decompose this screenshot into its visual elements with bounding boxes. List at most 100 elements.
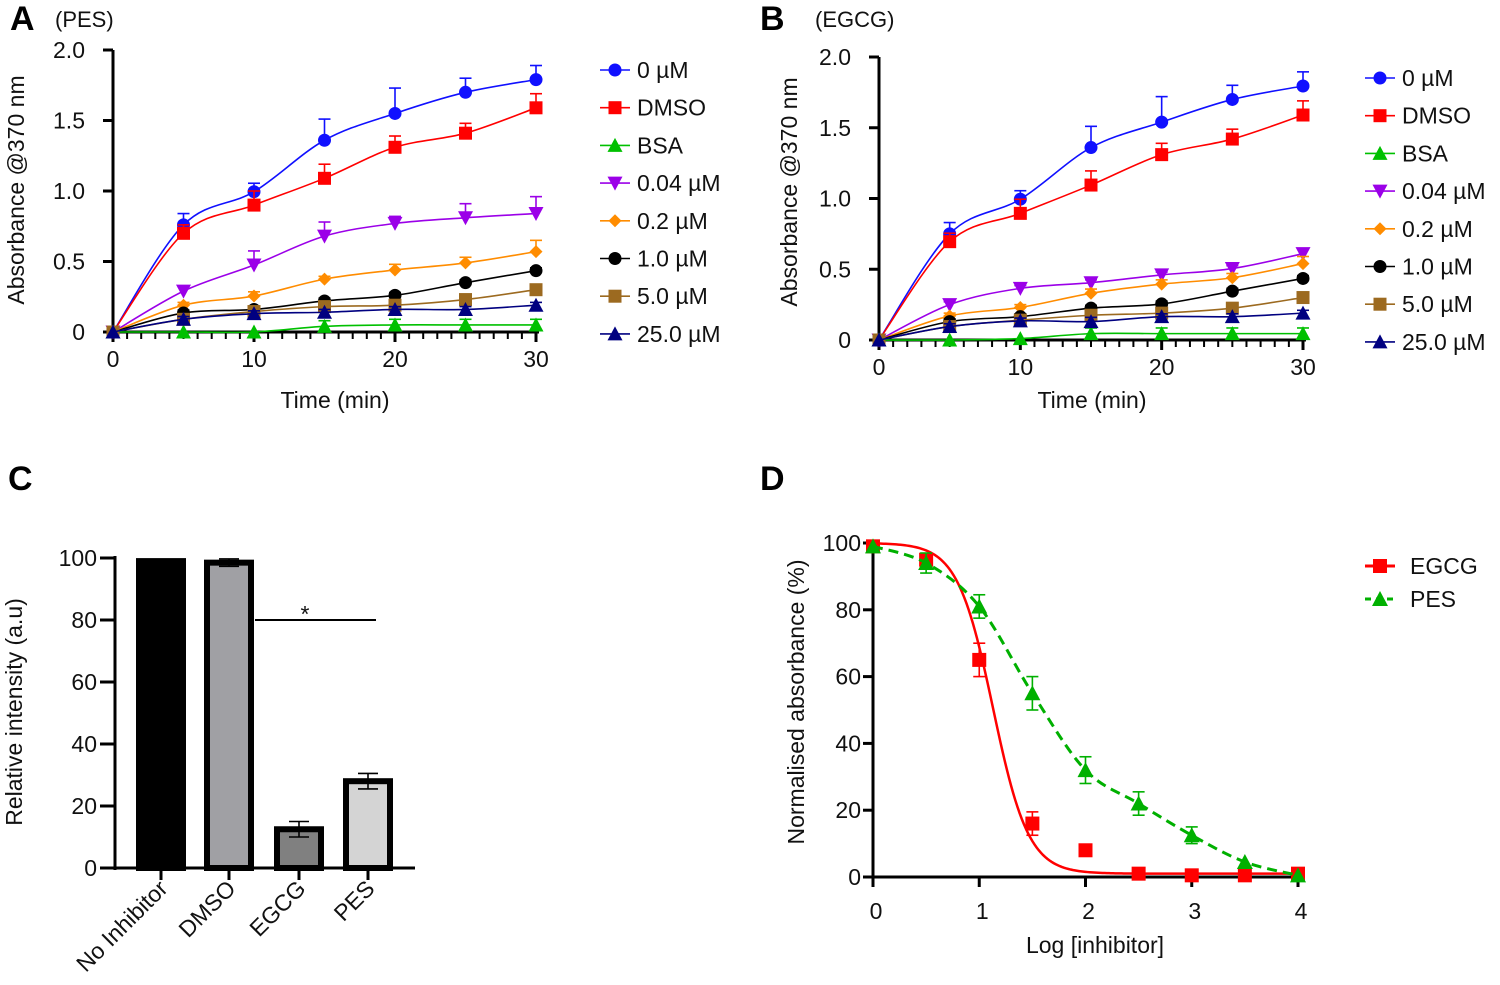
data-point: [458, 211, 473, 226]
legend-label: BSA: [637, 132, 684, 158]
data-point: [176, 311, 191, 326]
y-tick-label: 0: [84, 855, 97, 881]
data-point: [1154, 326, 1170, 341]
data-point: [942, 298, 958, 313]
y-tick-label: 0.5: [53, 249, 85, 275]
legend-marker: [607, 137, 623, 152]
y-axis-title: Normalised absorbance (%): [783, 559, 809, 844]
data-point: [1224, 326, 1240, 341]
bar: [136, 558, 186, 871]
data-point: [176, 324, 191, 339]
legend-marker: [607, 176, 623, 191]
legend-label: 5.0 µM: [1402, 291, 1473, 317]
y-tick-label: 60: [71, 669, 97, 695]
data-point: [1224, 262, 1240, 277]
legend-marker: [1372, 334, 1388, 349]
data-point: [1083, 314, 1099, 329]
y-tick-label: 40: [835, 730, 861, 756]
y-tick-label: 2.0: [53, 37, 85, 63]
legend-label: 0.04 µM: [1402, 178, 1486, 204]
data-point: [1296, 79, 1310, 93]
data-point: [387, 317, 403, 332]
x-tick-label: 4: [1295, 898, 1308, 924]
data-point: [1012, 331, 1028, 346]
data-point: [459, 126, 472, 140]
data-point: [1225, 92, 1239, 106]
data-point: [1296, 291, 1310, 305]
legend-marker: [1372, 184, 1388, 199]
y-tick-label: 1.0: [53, 178, 85, 204]
data-point: [177, 226, 190, 240]
y-tick-label: 0: [848, 864, 861, 890]
x-tick-label: 20: [382, 346, 408, 372]
panel-label: C: [8, 460, 33, 498]
data-point: [529, 73, 543, 87]
data-point: [529, 283, 543, 297]
data-point: [871, 332, 887, 347]
data-point: [105, 324, 121, 339]
x-tick-label: 0: [107, 346, 120, 372]
legend-item: [600, 176, 630, 191]
data-point: [1025, 816, 1040, 831]
legend-marker: [608, 101, 622, 115]
legend-label: 5.0 µM: [637, 283, 708, 309]
data-point: [1024, 685, 1041, 701]
data-point: [1077, 762, 1094, 778]
legend-label: 1.0 µM: [637, 246, 708, 272]
data-point: [1225, 271, 1239, 285]
data-point: [1154, 268, 1170, 283]
y-tick-label: 40: [71, 731, 97, 757]
data-point: [1131, 866, 1146, 881]
series-4: [872, 255, 1310, 347]
y-tick-label: 0: [72, 319, 85, 345]
legend-item: [1365, 109, 1395, 123]
legend-label: DMSO: [1402, 103, 1471, 129]
data-point: [1083, 276, 1099, 291]
x-tick-label: 10: [241, 346, 267, 372]
data-point: [1013, 206, 1027, 220]
x-tick-label: EGCG: [244, 875, 310, 941]
data-point: [1295, 305, 1311, 320]
legend-label: 25.0 µM: [637, 321, 721, 347]
y-tick-label: 1.0: [819, 186, 851, 212]
bar: [343, 778, 393, 872]
data-point: [1225, 284, 1239, 298]
data-point: [459, 293, 472, 307]
data-point: [1290, 867, 1306, 883]
legend-label: EGCG: [1410, 553, 1478, 579]
legend-item: [1365, 145, 1395, 160]
panel-label: A: [10, 0, 35, 38]
legend-marker: [1372, 591, 1388, 606]
x-tick-label: 0: [870, 898, 883, 924]
data-point: [1130, 795, 1147, 811]
legend-item: [1365, 260, 1395, 273]
panel-subtitle: (PES): [55, 7, 114, 32]
legend-label: DMSO: [637, 95, 706, 121]
data-point: [388, 106, 402, 120]
legend-label: 0.2 µM: [637, 208, 708, 234]
legend-marker: [607, 326, 623, 341]
x-tick-label: PES: [329, 875, 380, 926]
y-tick-label: 1.5: [53, 108, 85, 134]
legend-item: [1365, 334, 1395, 349]
data-point: [971, 598, 988, 614]
data-point: [1237, 868, 1252, 883]
x-axis-title: Time (min): [280, 387, 389, 413]
data-point: [176, 284, 191, 299]
data-point: [388, 140, 402, 154]
x-tick-label: 3: [1188, 898, 1201, 924]
legend-item: [600, 63, 630, 77]
y-tick-label: 0: [838, 327, 851, 353]
legend-item: [600, 101, 630, 115]
data-point: [529, 264, 543, 278]
data-point: [388, 288, 402, 302]
legend-label: 0 µM: [1402, 65, 1454, 91]
x-tick-label: 10: [1008, 354, 1034, 380]
data-point: [1225, 132, 1239, 146]
data-point: [1296, 257, 1310, 271]
legend-item: [1365, 559, 1395, 573]
data-point: [943, 235, 957, 249]
data-point: [459, 276, 472, 290]
y-tick-label: 1.5: [819, 115, 851, 141]
y-tick-label: 20: [71, 793, 97, 819]
